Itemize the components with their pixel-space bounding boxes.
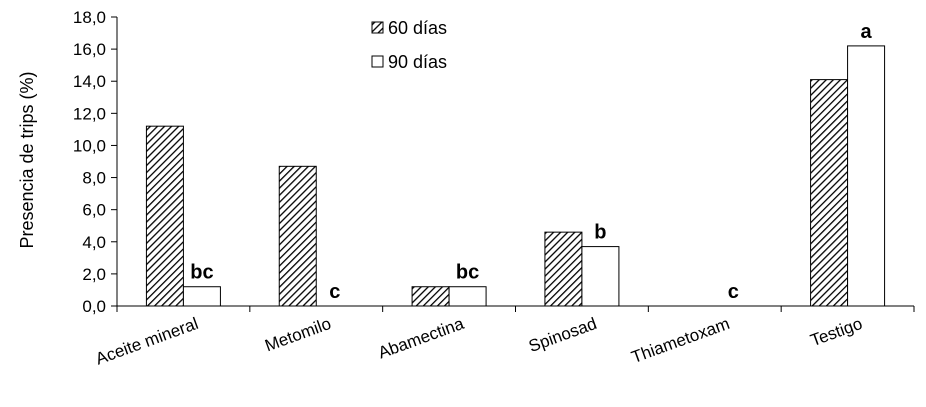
x-axis: Aceite mineral Metomilo Abamectina Spinosad… — [93, 305, 915, 369]
bar-metomilo-60-dias — [278, 165, 317, 307]
significance-letter-testigo: a — [861, 21, 873, 43]
y-tick-label: 8,0 — [82, 169, 106, 188]
y-tick-label: 12,0 — [73, 104, 106, 123]
significance-letter-metomilo: c — [329, 281, 340, 303]
x-tick-label-thiametoxam: Thiametoxam — [629, 314, 732, 367]
legend-label-60-dias: 60 días — [388, 18, 447, 38]
legend: 60 días 90 días — [371, 18, 447, 72]
y-tick-label: 6,0 — [82, 201, 106, 220]
y-tick-label: 18,0 — [73, 8, 106, 27]
bar-testigo-60-dias — [810, 79, 849, 307]
bar-aceite-mineral-90-dias — [182, 286, 221, 307]
legend-label-90-dias: 90 días — [388, 52, 447, 72]
significance-letter-thiametoxam: c — [728, 281, 739, 303]
x-tick-label-aceite-mineral: Aceite mineral — [93, 314, 201, 369]
y-tick-label: 2,0 — [82, 265, 106, 284]
bar-abamectina-90-dias — [448, 286, 487, 307]
bar-spinosad-90-dias — [581, 246, 620, 307]
x-tick-label-testigo: Testigo — [808, 314, 865, 350]
significance-letter-spinosad: b — [594, 222, 606, 244]
x-tick-label-metomilo: Metomilo — [262, 314, 333, 355]
y-tick-label: 14,0 — [73, 72, 106, 91]
legend-swatch-60-dias — [371, 21, 384, 34]
x-tick-label-abamectina: Abamectina — [376, 314, 467, 363]
y-tick-label: 0,0 — [82, 297, 106, 316]
bar-aceite-mineral-60-dias — [145, 125, 184, 307]
significance-letter-abamectina: bc — [456, 262, 479, 284]
legend-swatch-90-dias — [371, 55, 384, 68]
bars — [145, 45, 886, 307]
y-tick-label: 16,0 — [73, 40, 106, 59]
y-tick-label: 4,0 — [82, 233, 106, 252]
y-axis: 0,0 2,0 4,0 6,0 8,0 10,0 12,0 14,0 16,0 18,0 — [73, 8, 118, 316]
significance-letter-aceite-mineral: bc — [190, 262, 213, 284]
y-tick-label: 10,0 — [73, 136, 106, 155]
y-axis-label: Presencia de trips (%) — [17, 71, 37, 248]
bar-testigo-90-dias — [847, 45, 886, 307]
bar-spinosad-60-dias — [544, 231, 583, 307]
bar-abamectina-60-dias — [411, 286, 450, 307]
x-tick-label-spinosad: Spinosad — [526, 314, 599, 356]
